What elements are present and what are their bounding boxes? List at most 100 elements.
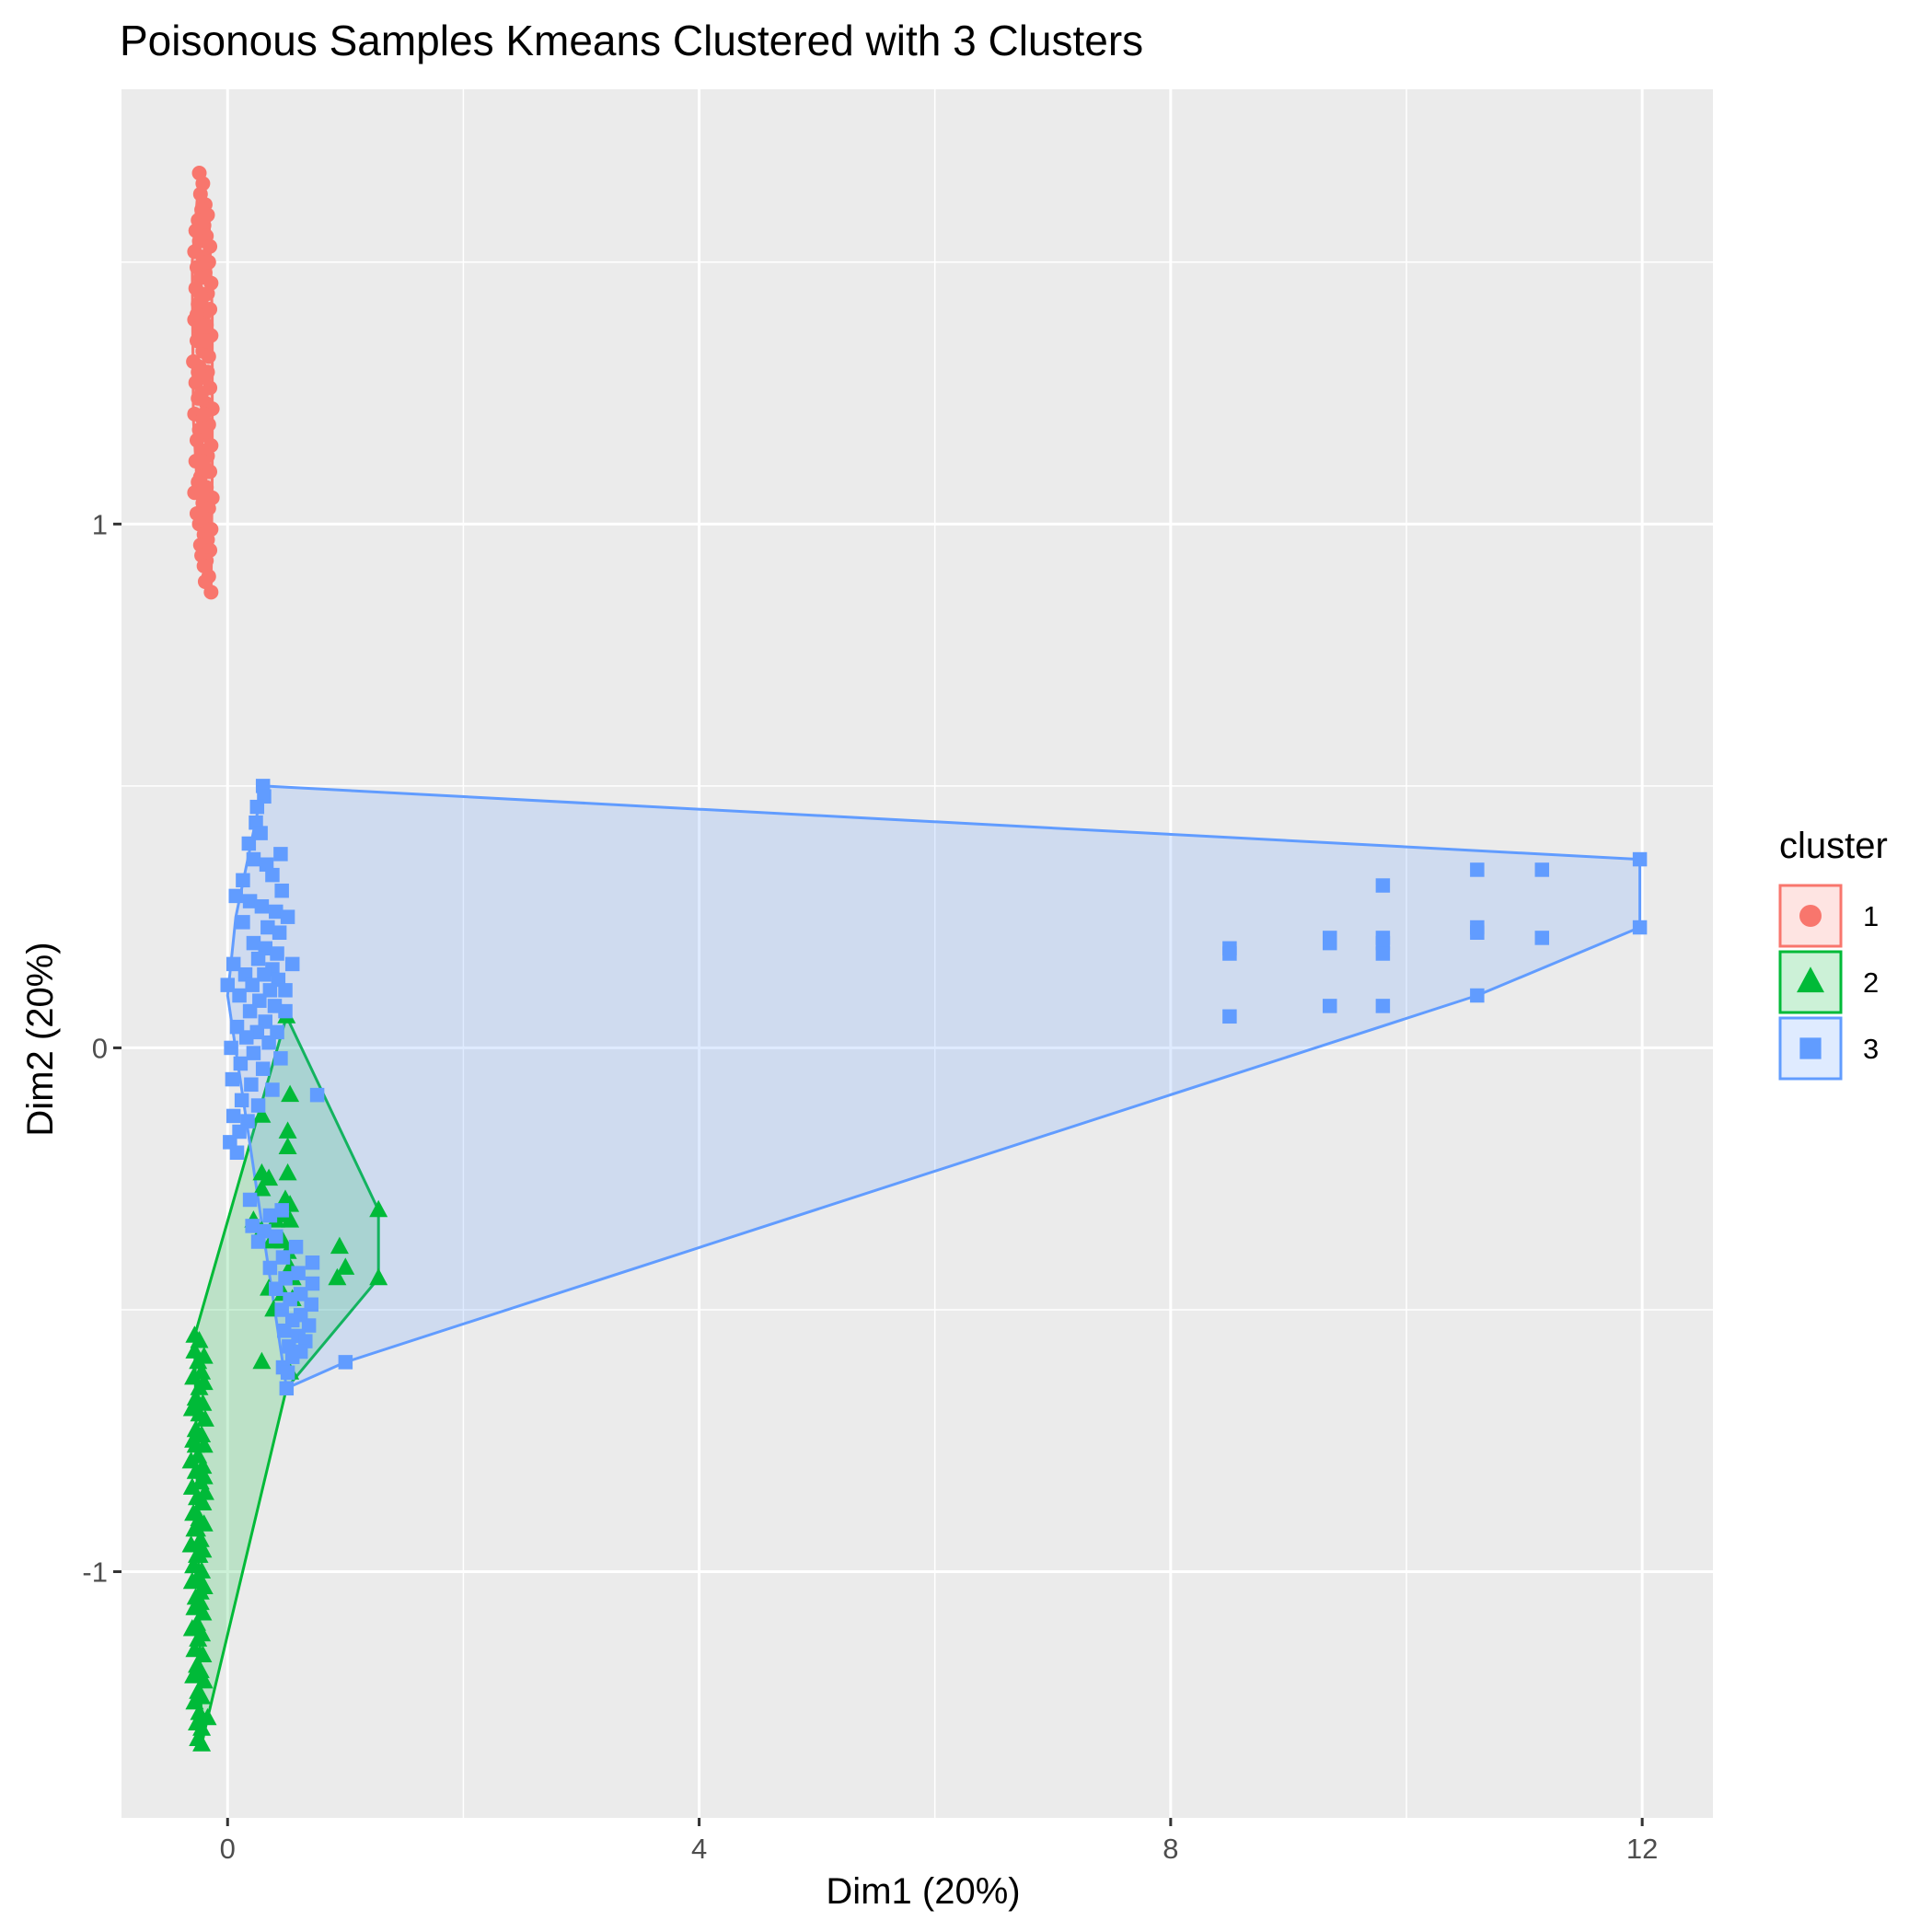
cluster-2-point [193,1493,213,1510]
cluster-3-point [1632,851,1648,867]
x-axis-tick-labels: 0 4 8 12 [220,1833,1659,1865]
cluster-3-point [1534,862,1550,877]
cluster-3-point [273,847,288,862]
legend-label-2: 2 [1863,966,1879,999]
cluster-3-point [260,920,275,935]
cluster-2-point [184,1666,203,1683]
cluster-3-point [305,1255,320,1270]
cluster-2-point [193,1645,213,1662]
cluster-3-point [269,1281,283,1296]
legend: cluster 1 2 3 [1778,826,1888,1081]
cluster-2-point [191,1582,210,1600]
cluster-1-point [199,333,214,349]
cluster-2-point [281,1210,300,1228]
cluster-3-point [278,1003,293,1019]
cluster-2-point [369,1199,388,1218]
cluster-1-point [200,254,215,270]
cluster-3-point [224,1040,238,1056]
cluster-3-point [233,1056,249,1071]
data-points [181,166,1648,1752]
x-tick-label: 0 [220,1833,236,1865]
cluster-3-point [273,1051,288,1066]
cluster-3-point [242,894,258,908]
y-tick-label: -1 [82,1556,108,1589]
cluster-3-point [274,883,289,898]
cluster-2-point [278,1163,297,1181]
cluster-3-point [305,1276,320,1291]
cluster-3-point [242,1003,258,1019]
cluster-3-point [270,946,284,961]
cluster-3-point [246,1046,261,1060]
cluster-1-point [189,307,204,322]
legend-symbol-1 [1799,905,1822,927]
cluster-3-point [232,988,247,1003]
x-axis-label: Dim1 (20%) [826,1871,1020,1912]
cluster-3-point [1375,946,1391,961]
cluster-3-point [275,1250,291,1265]
cluster-3-point [1375,999,1391,1013]
cluster-3-point [1632,920,1648,935]
cluster-3-point [284,956,300,972]
chart-title: Poisonous Samples Kmeans Clustered with … [120,17,1143,64]
cluster-3-point [228,888,243,904]
cluster-3-point [274,1203,289,1218]
cluster-2-point [252,1179,272,1197]
cluster-1-point [201,349,216,364]
cluster-2-point [281,1084,300,1103]
cluster-1-point [191,364,206,380]
cluster-3-point [278,983,293,998]
cluster-3-point [245,1219,260,1233]
x-tick-label: 8 [1163,1833,1178,1865]
cluster-3-point [244,1077,259,1093]
cluster-3-point [236,873,250,888]
cluster-2-point [191,1530,210,1547]
legend-title: cluster [1779,826,1888,866]
legend-label-1: 1 [1863,900,1879,932]
x-tick-label: 4 [691,1833,707,1865]
cluster-3-point [249,799,265,815]
cluster-3-point [288,1239,304,1255]
cluster-1-point [194,485,210,501]
cluster-3-point [220,978,236,992]
cluster-3-point [245,978,260,992]
cluster-3-point [280,909,295,924]
cluster-3-point [226,1108,241,1124]
cluster-2-point [278,1137,297,1154]
cluster-2-point [194,1467,214,1485]
cluster-3-point [250,1098,266,1113]
cluster-1-point [195,454,211,469]
cluster-2-point [278,1121,297,1139]
cluster-2-point [193,1603,213,1621]
minor-gridlines [121,89,1713,1818]
cluster-3-point [236,915,250,930]
legend-symbol-2 [1797,966,1824,993]
cluster-3-point [242,1192,258,1208]
cluster-2-point [190,1545,209,1563]
cluster-3-point [234,1093,249,1108]
cluster-1-point [196,406,212,422]
cluster-3-point [254,899,270,914]
cluster-3-point [262,1260,278,1276]
y-axis-tick-labels: -1 0 1 [82,508,108,1588]
cluster-3-point [239,1030,254,1045]
cluster-3-point [269,1229,283,1244]
major-gridlines [121,89,1713,1818]
cluster-3-point [226,956,241,972]
cluster-3-point [261,1035,276,1050]
plot-panel [121,89,1713,1818]
cluster-3-point [276,1323,292,1338]
cluster-3-point [225,1071,240,1087]
cluster-3-point [1323,935,1337,951]
cluster-3-point [246,851,261,867]
cluster-3-point [250,1234,266,1249]
cluster-3-point [257,967,272,982]
cluster-3-point [265,867,280,883]
cluster-3-point [1470,925,1485,940]
cluster-2-point [336,1257,355,1275]
cluster-3-point [229,1145,245,1161]
cluster-2-point [188,1519,206,1537]
cluster-2-point [192,1734,212,1752]
cluster-3-point [280,1365,295,1381]
cluster-3-point [241,836,257,851]
